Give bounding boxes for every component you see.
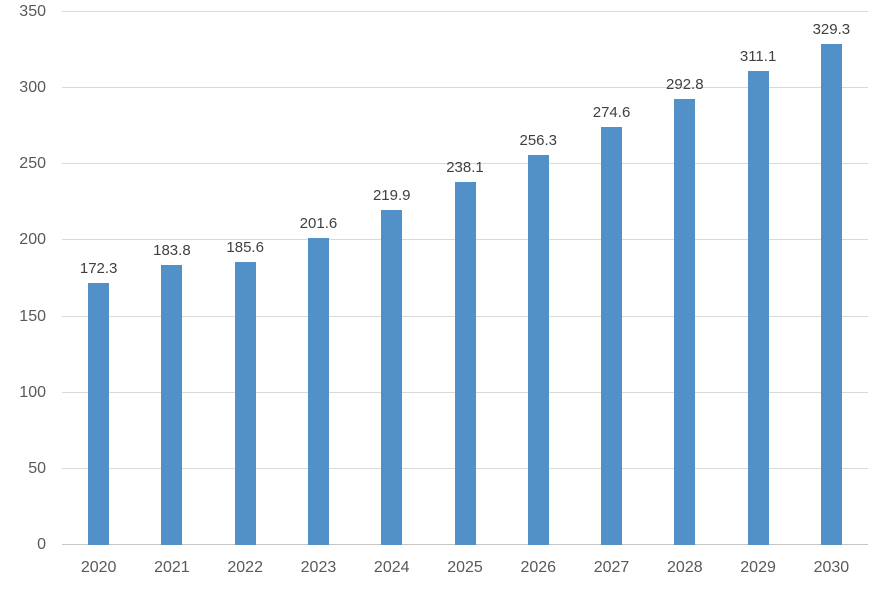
bar-2025 (454, 182, 476, 545)
bar-2021 (161, 265, 183, 545)
bar-2023 (307, 238, 329, 545)
x-tick-label: 2025 (447, 559, 483, 576)
x-tick-label: 2028 (667, 559, 703, 576)
x-tick-label: 2020 (80, 559, 117, 576)
bar-value-label: 274.6 (592, 103, 631, 121)
bar-2029 (747, 71, 769, 545)
bar-2027 (601, 126, 623, 545)
bar-value-label: 292.8 (666, 76, 704, 94)
bar-2026 (527, 154, 549, 545)
bar-value-label: 185.6 (226, 239, 264, 257)
x-tick-label: 2026 (520, 559, 557, 576)
bar-2024 (381, 210, 403, 545)
gridline (62, 11, 868, 12)
bar-2028 (674, 99, 696, 545)
y-tick-label: 0 (37, 536, 46, 553)
x-tick-label: 2030 (813, 559, 850, 576)
bar-2020 (88, 282, 110, 545)
y-tick-label: 250 (19, 155, 46, 173)
y-tick-label: 350 (19, 3, 46, 20)
y-tick-label: 150 (19, 307, 46, 325)
x-tick-label: 2023 (300, 559, 337, 576)
bar-value-label: 238.1 (446, 159, 484, 177)
plot-area: 172.3 183.8 185.6 201.6 219.9 238.1 256.3 274.6… (62, 11, 868, 545)
x-tick-label: 2027 (593, 559, 630, 576)
bar-value-label: 172.3 (79, 259, 118, 277)
bar-2030 (820, 43, 842, 545)
y-tick-label: 200 (19, 231, 46, 249)
y-tick-label: 100 (19, 383, 46, 401)
x-tick-label: 2024 (373, 559, 410, 576)
x-tick-label: 2022 (227, 559, 263, 576)
x-tick-label: 2021 (154, 559, 190, 576)
bar-value-label: 256.3 (519, 131, 558, 149)
bar-value-label: 329.3 (812, 20, 851, 38)
bar-value-label: 219.9 (372, 187, 411, 205)
bar-2022 (234, 262, 256, 545)
gridline (62, 87, 868, 89)
x-tick-label: 2029 (740, 559, 776, 576)
y-tick-label: 300 (19, 79, 46, 97)
y-tick-label: 50 (28, 459, 46, 477)
bar-value-label: 201.6 (299, 215, 338, 232)
gridline (62, 163, 868, 165)
bar-value-label: 311.1 (739, 48, 777, 66)
bar-value-label: 183.8 (153, 242, 191, 260)
